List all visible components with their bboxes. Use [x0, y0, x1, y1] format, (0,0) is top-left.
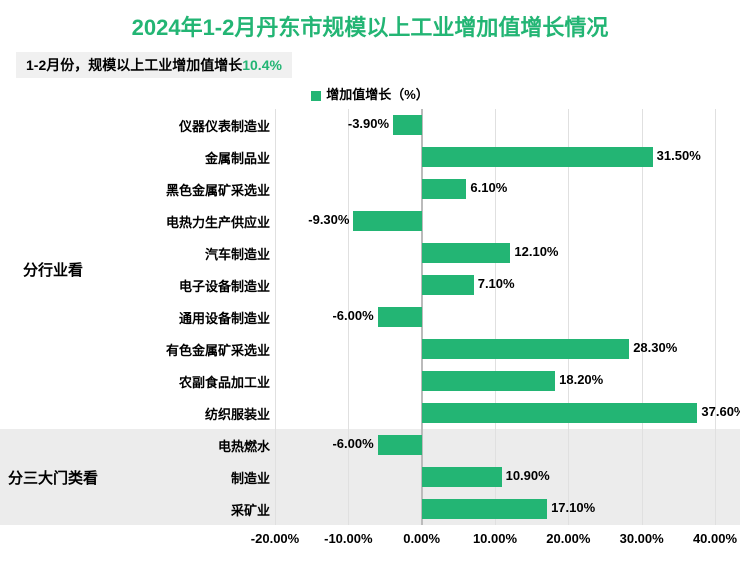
category-label: 有色金属矿采选业	[100, 340, 270, 359]
category-label: 仪器仪表制造业	[100, 116, 270, 135]
bar-chart: 分行业看分三大门类看 -3.90% 31.50% 6.10% -9.30% 12.10% 7…	[0, 109, 740, 565]
bar-row: 28.30%	[275, 333, 715, 365]
bar	[422, 403, 698, 422]
category-label: 采矿业	[100, 500, 270, 519]
bar	[422, 179, 467, 198]
x-tick-label: 30.00%	[620, 531, 664, 546]
value-label: 6.10%	[470, 180, 507, 195]
category-label: 黑色金属矿采选业	[100, 180, 270, 199]
bar-row: 17.10%	[275, 493, 715, 525]
bar-row: 37.60%	[275, 397, 715, 429]
value-label: -6.00%	[332, 308, 373, 323]
bar	[378, 435, 422, 454]
value-label: 12.10%	[514, 244, 558, 259]
value-label: 18.20%	[559, 372, 603, 387]
value-label: 31.50%	[657, 148, 701, 163]
category-label: 制造业	[100, 468, 270, 487]
x-tick-label: 20.00%	[546, 531, 590, 546]
bar-row: 18.20%	[275, 365, 715, 397]
value-label: 17.10%	[551, 500, 595, 515]
gridline	[715, 109, 716, 525]
bar	[422, 339, 630, 358]
section-label: 分三大门类看	[6, 467, 100, 488]
category-label: 纺织服装业	[100, 404, 270, 423]
value-label: -9.30%	[308, 212, 349, 227]
value-label: 7.10%	[478, 276, 515, 291]
category-label: 电热燃水	[100, 436, 270, 455]
category-label: 电热力生产供应业	[100, 212, 270, 231]
x-tick-label: 0.00%	[403, 531, 440, 546]
bar	[422, 243, 511, 262]
bar-row: 6.10%	[275, 173, 715, 205]
bar-row: -6.00%	[275, 301, 715, 333]
subtitle-prefix: 1-2月份，规模以上工业增加值增长	[26, 57, 242, 73]
bar-row: -3.90%	[275, 109, 715, 141]
bar-row: -6.00%	[275, 429, 715, 461]
title-text: 2024年1-2月丹东市规模以上工业增加值增长情况	[132, 15, 609, 40]
bar	[422, 371, 555, 390]
bar	[393, 115, 422, 134]
subtitle-highlight: 10.4%	[242, 57, 282, 73]
value-label: -3.90%	[348, 116, 389, 131]
value-label: -6.00%	[332, 436, 373, 451]
bar-row: 12.10%	[275, 237, 715, 269]
x-tick-label: 40.00%	[693, 531, 737, 546]
category-label: 通用设备制造业	[100, 308, 270, 327]
page-title: 2024年1-2月丹东市规模以上工业增加值增长情况	[0, 0, 740, 48]
bar-row: 10.90%	[275, 461, 715, 493]
bar-row: -9.30%	[275, 205, 715, 237]
bar	[378, 307, 422, 326]
bar	[353, 211, 421, 230]
category-label: 电子设备制造业	[100, 276, 270, 295]
chart-legend: 增加值增长（%）	[0, 82, 740, 109]
plot-area: -3.90% 31.50% 6.10% -9.30% 12.10% 7.10% -6.00%…	[275, 109, 715, 525]
category-label: 汽车制造业	[100, 244, 270, 263]
section-label: 分行业看	[6, 259, 100, 280]
legend-label: 增加值增长（%）	[326, 87, 429, 102]
x-tick-label: 10.00%	[473, 531, 517, 546]
category-label: 金属制品业	[100, 148, 270, 167]
value-label: 28.30%	[633, 340, 677, 355]
value-label: 37.60%	[701, 404, 740, 419]
bar	[422, 467, 502, 486]
x-tick-label: -10.00%	[324, 531, 372, 546]
subtitle-banner: 1-2月份，规模以上工业增加值增长10.4%	[16, 52, 292, 78]
bar	[422, 275, 474, 294]
x-axis: -20.00% -10.00% 0.00% 10.00% 20.00% 30.00% 40.…	[0, 531, 740, 551]
bar	[422, 499, 547, 518]
value-label: 10.90%	[506, 468, 550, 483]
x-tick-label: -20.00%	[251, 531, 299, 546]
bar	[422, 147, 653, 166]
bar-row: 31.50%	[275, 141, 715, 173]
category-label: 农副食品加工业	[100, 372, 270, 391]
bar-row: 7.10%	[275, 269, 715, 301]
legend-swatch	[311, 91, 321, 101]
